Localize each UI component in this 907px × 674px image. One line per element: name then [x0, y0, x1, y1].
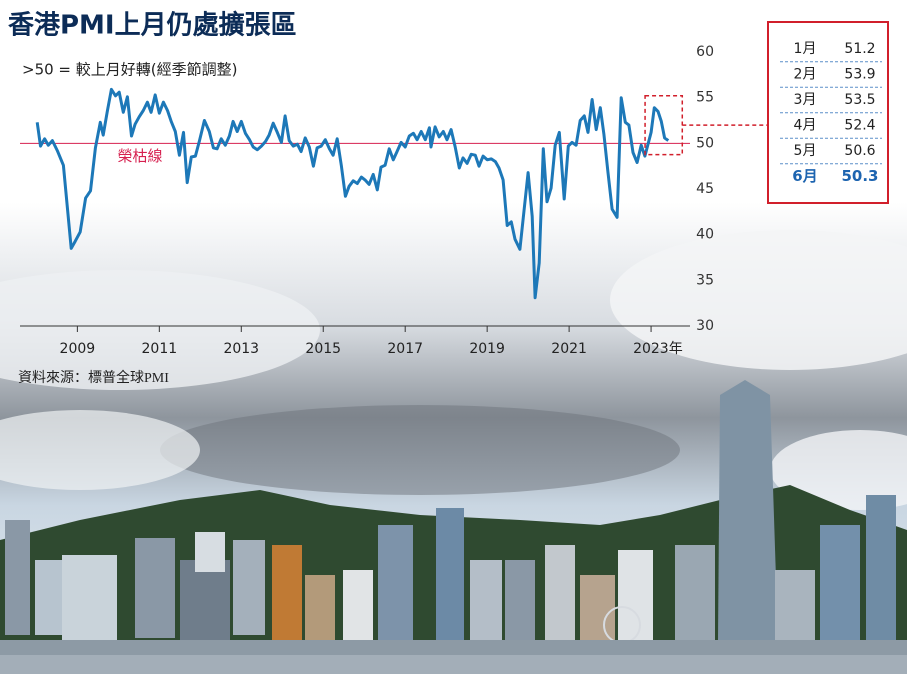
table-month: 4月 [794, 118, 817, 134]
table-value: 52.4 [844, 118, 875, 134]
highlight-box [644, 94, 684, 156]
table-month: 3月 [794, 92, 817, 108]
y-tick-label: 50 [696, 135, 714, 151]
table-value: 50.6 [844, 143, 875, 159]
y-tick-label: 55 [696, 90, 714, 106]
chart-title: 香港PMI上月仍處擴張區 [8, 10, 297, 41]
reference-label: 榮枯線 [117, 147, 162, 165]
x-tick-label: 2015 [305, 341, 341, 357]
data-line [35, 87, 670, 300]
y-tick-label: 30 [696, 318, 714, 334]
table-month: 2月 [794, 67, 817, 83]
x-tick-label: 2023年 [633, 341, 683, 357]
y-tick-label: 40 [696, 227, 714, 243]
x-tick-label: 2019 [469, 341, 505, 357]
y-tick-label: 35 [696, 272, 714, 288]
source-note: 資料來源：標普全球PMI [18, 369, 169, 386]
table-value: 53.5 [844, 92, 875, 108]
table-month: 5月 [794, 143, 817, 159]
x-tick-label: 2009 [60, 341, 96, 357]
table-value: 50.3 [841, 167, 878, 185]
y-tick-label: 60 [696, 44, 714, 60]
x-tick-label: 2013 [223, 341, 259, 357]
table-value: 53.9 [844, 67, 875, 83]
x-tick-label: 2011 [142, 341, 178, 357]
table-month: 6月 [792, 167, 817, 185]
table-month: 1月 [794, 41, 817, 57]
table-value: 51.2 [844, 41, 875, 57]
x-tick-label: 2021 [551, 341, 587, 357]
y-tick-label: 45 [696, 181, 714, 197]
x-tick-label: 2017 [387, 341, 423, 357]
chart-subtitle: >50 = 較上月好轉(經季節調整) [22, 61, 237, 79]
